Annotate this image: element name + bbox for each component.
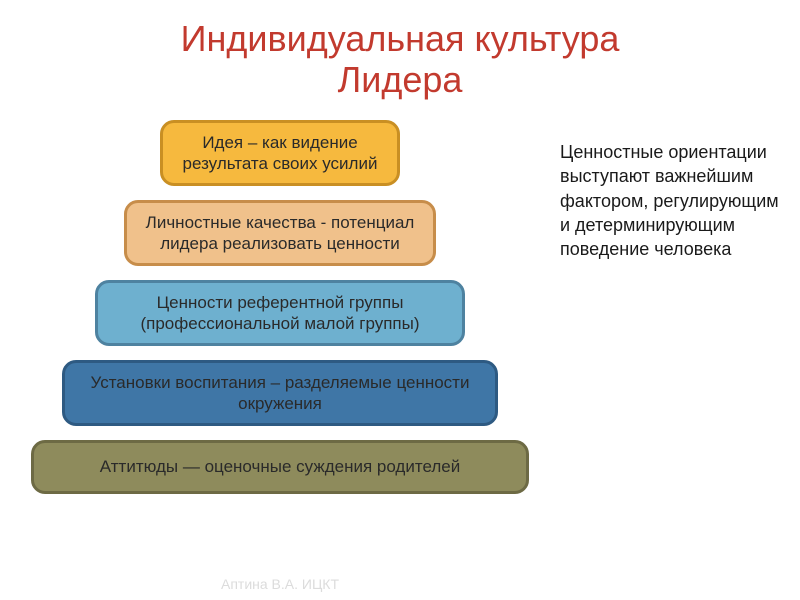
pyramid-level-4: Аттитюды — оценочные суждения родителей <box>31 440 529 494</box>
watermark: Аптина В.A. ИЦКТ <box>0 576 560 592</box>
pyramid-level-1: Личностные качества - потенциал лидера р… <box>124 200 436 266</box>
page-title: Индивидуальная культура Лидера <box>0 0 800 101</box>
title-line-2: Лидера <box>338 59 463 100</box>
side-note: Ценностные ориентации выступают важнейши… <box>560 140 785 261</box>
pyramid-level-3: Установки воспитания – разделяемые ценно… <box>62 360 498 426</box>
pyramid-level-2: Ценности референтной группы (профессиона… <box>95 280 465 346</box>
pyramid-diagram: Идея – как видение результата своих усил… <box>0 120 560 494</box>
title-line-1: Индивидуальная культура <box>181 18 620 59</box>
pyramid-level-0: Идея – как видение результата своих усил… <box>160 120 400 186</box>
